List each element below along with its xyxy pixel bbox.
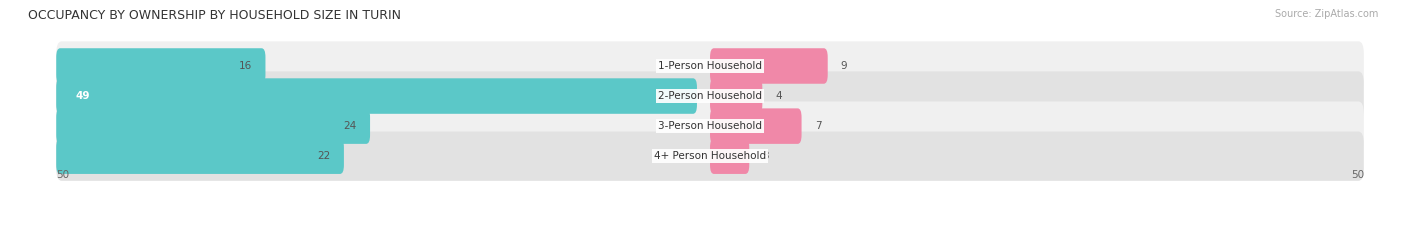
FancyBboxPatch shape bbox=[56, 41, 1364, 91]
FancyBboxPatch shape bbox=[710, 78, 762, 114]
FancyBboxPatch shape bbox=[56, 108, 370, 144]
Text: 22: 22 bbox=[318, 151, 330, 161]
Text: OCCUPANCY BY OWNERSHIP BY HOUSEHOLD SIZE IN TURIN: OCCUPANCY BY OWNERSHIP BY HOUSEHOLD SIZE… bbox=[28, 9, 401, 22]
FancyBboxPatch shape bbox=[56, 138, 344, 174]
Text: 49: 49 bbox=[76, 91, 90, 101]
Text: Source: ZipAtlas.com: Source: ZipAtlas.com bbox=[1274, 9, 1378, 19]
Text: 1-Person Household: 1-Person Household bbox=[658, 61, 762, 71]
FancyBboxPatch shape bbox=[56, 78, 697, 114]
Text: 24: 24 bbox=[343, 121, 357, 131]
FancyBboxPatch shape bbox=[56, 132, 1364, 181]
Text: 16: 16 bbox=[239, 61, 253, 71]
Text: 3-Person Household: 3-Person Household bbox=[658, 121, 762, 131]
FancyBboxPatch shape bbox=[710, 138, 749, 174]
Text: 2-Person Household: 2-Person Household bbox=[658, 91, 762, 101]
FancyBboxPatch shape bbox=[56, 48, 266, 84]
FancyBboxPatch shape bbox=[710, 48, 828, 84]
FancyBboxPatch shape bbox=[710, 108, 801, 144]
FancyBboxPatch shape bbox=[56, 71, 1364, 121]
Text: 3: 3 bbox=[762, 151, 769, 161]
Text: 50: 50 bbox=[56, 170, 69, 180]
Text: 9: 9 bbox=[841, 61, 848, 71]
Text: 50: 50 bbox=[1351, 170, 1364, 180]
Text: 4: 4 bbox=[776, 91, 782, 101]
Text: 4+ Person Household: 4+ Person Household bbox=[654, 151, 766, 161]
FancyBboxPatch shape bbox=[56, 101, 1364, 151]
Text: 7: 7 bbox=[814, 121, 821, 131]
